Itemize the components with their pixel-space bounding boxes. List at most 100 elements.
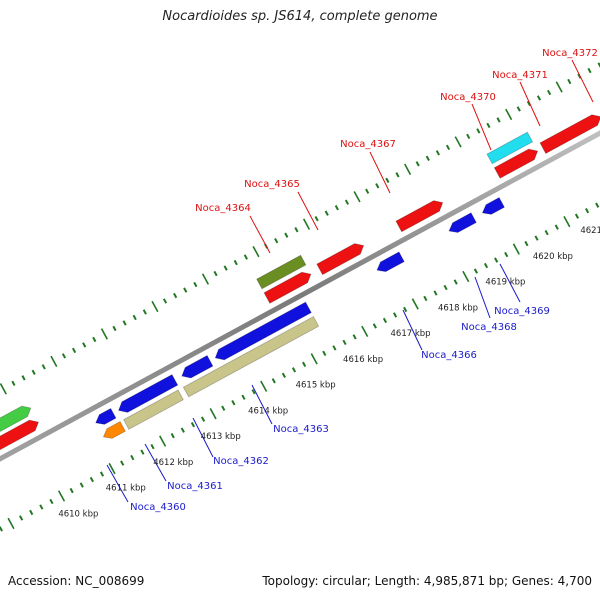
upper-tick-mark [112, 325, 117, 332]
forward-gene-2-leader [369, 151, 391, 194]
genome-backbone [0, 130, 600, 462]
lower-tick-mark [209, 408, 217, 420]
upper-tick-mark [21, 375, 26, 381]
upper-tick-mark [395, 172, 400, 178]
upper-tick-mark [151, 300, 159, 313]
gene-noca-4363-arrow [214, 301, 312, 361]
gene-noca-4364-region [256, 254, 307, 290]
upper-tick-mark [466, 133, 471, 140]
lower-tick-mark [462, 270, 470, 283]
lower-tick-mark [544, 229, 549, 236]
forward-gene-0-label: Noca_4364 [195, 203, 251, 214]
upper-tick-mark [41, 364, 46, 370]
lower-tick-mark [433, 290, 438, 296]
gene-noca-4367-arrow [395, 200, 444, 233]
forward-gene-5-leader [571, 59, 594, 103]
lower-tick-mark [260, 380, 268, 392]
upper-tick-mark [142, 309, 147, 315]
forward-gene-4-leader [519, 81, 541, 127]
gene-noca-4371-arrow [539, 114, 600, 154]
upper-tick-mark [314, 216, 319, 222]
lower-tick-mark [411, 298, 419, 310]
kbp-label: 4613 kbp [201, 432, 241, 442]
gene-noca-4360-arrow [95, 407, 117, 425]
upper-tick-mark [243, 254, 248, 260]
gene-labels: 4610 kbp 4611 kbp 4612 kbp 4613 kbp 4614 kbp… [58, 48, 600, 519]
upper-tick-mark [92, 336, 97, 343]
upper-tick-mark [132, 314, 137, 321]
upper-tick-mark [445, 144, 451, 151]
lower-tick-mark [190, 422, 195, 428]
forward-gene-0-leader [249, 215, 271, 254]
upper-tick-mark [274, 237, 279, 244]
lower-tick-mark [443, 284, 448, 291]
reverse-gene-6-leader [499, 263, 521, 303]
lower-tick-mark [7, 517, 15, 530]
kbp-label: 4610 kbp [58, 509, 98, 519]
lower-tick-mark [57, 490, 66, 502]
lower-tick-mark [310, 353, 318, 365]
lower-tick-mark [281, 372, 286, 378]
lower-tick-mark [574, 213, 580, 219]
lower-tick-mark [453, 279, 458, 285]
reverse-gene-2-leader [192, 417, 214, 458]
upper-tick-mark [61, 353, 67, 359]
upper-tick-mark [122, 320, 127, 326]
lower-tick-mark [302, 361, 307, 367]
lower-tick-mark [291, 367, 297, 373]
lower-tick-mark [29, 509, 34, 516]
reverse-gene-3-leader [251, 384, 273, 425]
upper-tick-mark [365, 188, 370, 194]
upper-tick-mark [547, 89, 552, 96]
gene-noca-4370-region [486, 131, 534, 165]
upper-tick-mark [324, 210, 329, 216]
reverse-gene-1-leader [144, 443, 167, 482]
gene-noca-4362-region [182, 316, 320, 398]
lower-tick-mark [69, 487, 74, 494]
forward-gene-1-leader [297, 191, 319, 231]
lower-tick-mark [524, 240, 529, 247]
upper-tick-mark [0, 383, 7, 395]
forward-gene-3-label: Noca_4370 [440, 92, 496, 103]
gene-noca-4361-arrow [118, 374, 179, 413]
lower-tick-mark [140, 449, 145, 455]
lower-tick-mark [494, 257, 499, 263]
lower-tick-mark [392, 312, 398, 318]
lower-tick-mark [322, 350, 327, 357]
label-leader-lines [106, 59, 594, 503]
kbp-label: 4615 kbp [296, 381, 336, 391]
kbp-label: 4621 kbp [580, 226, 600, 236]
forward-gene-2-label: Noca_4367 [340, 139, 396, 150]
reverse-gene-4-label: Noca_4366 [421, 350, 477, 361]
upper-tick-mark [415, 161, 420, 167]
upper-tick-mark [486, 122, 491, 129]
reverse-gene-6-label: Noca_4369 [494, 306, 550, 317]
lower-tick-mark [0, 526, 3, 532]
forward-gene-4-label: Noca_4371 [492, 70, 548, 81]
lower-tick-mark [361, 325, 369, 338]
forward-gene-5-label: Noca_4372 [542, 48, 598, 59]
lower-tick-mark [108, 462, 116, 475]
upper-tick-mark [11, 380, 16, 386]
gene-noca-4369-arrow [481, 196, 505, 215]
lower-tick-mark [241, 394, 246, 400]
lower-tick-mark [159, 435, 167, 447]
forward-gene-1-label: Noca_4365 [244, 179, 300, 190]
upper-tick-mark [516, 106, 521, 112]
lower-tick-mark [79, 482, 84, 488]
lower-tick-mark [231, 400, 236, 406]
upper-tick-mark [302, 218, 311, 230]
lower-tick-mark [563, 215, 571, 228]
upper-tick-mark [201, 273, 210, 285]
upper-tick-mark [344, 199, 350, 205]
upper-tick-mark [526, 100, 531, 107]
upper-tick-mark [294, 226, 299, 233]
genome-stats-text: Topology: circular; Length: 4,985,871 bp… [262, 574, 592, 588]
gene-noca-4366-arrow [376, 251, 405, 273]
lower-tick-mark [89, 476, 94, 483]
lower-tick-mark [473, 268, 478, 274]
lower-tick-mark [342, 339, 347, 346]
lower-tick-mark [271, 378, 276, 384]
lower-tick-mark [512, 243, 520, 255]
upper-tick-mark [173, 292, 178, 299]
